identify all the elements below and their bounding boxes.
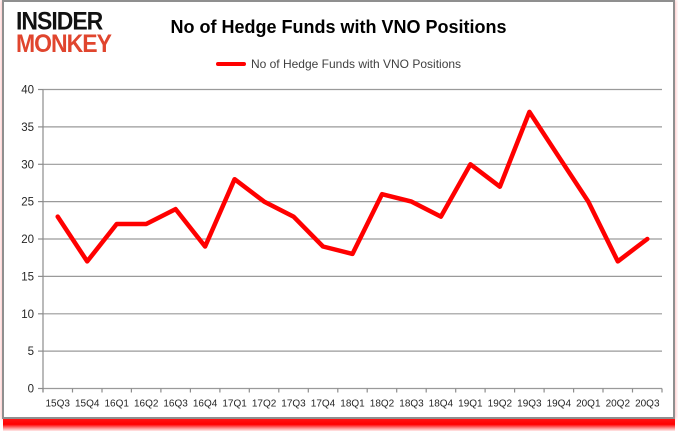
x-tick-label: 20Q3 xyxy=(635,399,660,410)
chart-title: No of Hedge Funds with VNO Positions xyxy=(170,17,507,37)
x-tick-label: 17Q4 xyxy=(311,399,336,410)
logo-word-monkey: MONKEY xyxy=(16,29,112,58)
x-tick-label: 20Q1 xyxy=(576,399,601,410)
x-tick-label: 17Q2 xyxy=(252,399,277,410)
x-tick-label: 17Q3 xyxy=(281,399,306,410)
y-tick-label: 15 xyxy=(21,271,34,283)
x-tick-label: 19Q3 xyxy=(517,399,542,410)
y-tick-label: 25 xyxy=(21,197,34,209)
chart-legend: No of Hedge Funds with VNO Positions xyxy=(4,57,673,71)
y-tick-label: 35 xyxy=(21,122,34,134)
y-tick-label: 5 xyxy=(28,346,34,358)
x-tick-label: 16Q4 xyxy=(193,399,218,410)
x-tick-label: 18Q1 xyxy=(340,399,365,410)
insider-monkey-logo: INSIDER MONKEY xyxy=(16,6,112,58)
x-tick-label: 17Q1 xyxy=(222,399,247,410)
x-tick-label: 16Q2 xyxy=(134,399,159,410)
x-tick-label: 16Q1 xyxy=(104,399,129,410)
legend-label: No of Hedge Funds with VNO Positions xyxy=(250,57,462,71)
x-tick-label: 18Q4 xyxy=(429,399,454,410)
legend-line-swatch xyxy=(215,62,246,66)
y-tick-label: 10 xyxy=(21,309,34,321)
x-tick-label: 20Q2 xyxy=(606,399,631,410)
x-tick-label: 15Q3 xyxy=(45,399,70,410)
logo-word-insider: INSIDER xyxy=(16,6,103,35)
x-tick-label: 19Q4 xyxy=(547,399,572,410)
line-chart-plot-area: 0 5 10 15 20 25 30 35 40 15Q3 15Q4 16Q1 16Q2 16Q3 16Q4… xyxy=(21,85,663,410)
x-tick-label: 15Q4 xyxy=(75,399,100,410)
bottom-red-bar xyxy=(3,419,675,431)
x-tick-label: 18Q3 xyxy=(399,399,424,410)
x-tick-label: 16Q3 xyxy=(163,399,188,410)
data-line xyxy=(55,109,650,264)
x-tick-label: 19Q1 xyxy=(458,399,483,410)
y-tick-label: 20 xyxy=(21,234,34,246)
x-tick-label: 19Q2 xyxy=(488,399,513,410)
y-tick-label: 0 xyxy=(28,384,34,396)
y-tick-label: 30 xyxy=(21,159,34,171)
x-tick-label: 18Q2 xyxy=(370,399,395,410)
y-tick-label: 40 xyxy=(21,85,34,97)
chart-panel: INSIDER MONKEY No of Hedge Funds with VN… xyxy=(2,0,675,419)
